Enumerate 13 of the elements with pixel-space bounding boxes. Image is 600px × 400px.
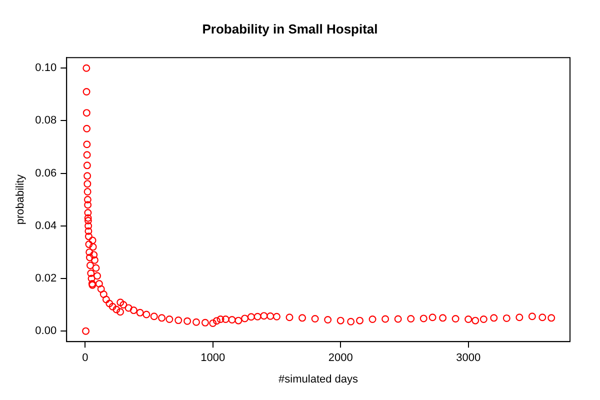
y-tick-label: 0.02: [35, 272, 57, 285]
x-tick-label: 1000: [200, 352, 226, 364]
x-axis-title: #simulated days: [278, 373, 359, 386]
y-tick-label: 0.08: [35, 114, 57, 127]
x-tick-label: 0: [82, 352, 88, 364]
y-tick-label: 0.10: [35, 62, 57, 74]
x-tick-label: 3000: [456, 352, 481, 364]
x-tick-label: 2000: [328, 352, 353, 364]
y-axis-title: probability: [14, 174, 27, 225]
y-tick-label: 0.00: [35, 325, 57, 338]
chart-title: Probability in Small Hospital: [202, 21, 378, 36]
y-tick-label: 0.06: [35, 167, 57, 180]
y-tick-label: 0.04: [35, 220, 57, 232]
